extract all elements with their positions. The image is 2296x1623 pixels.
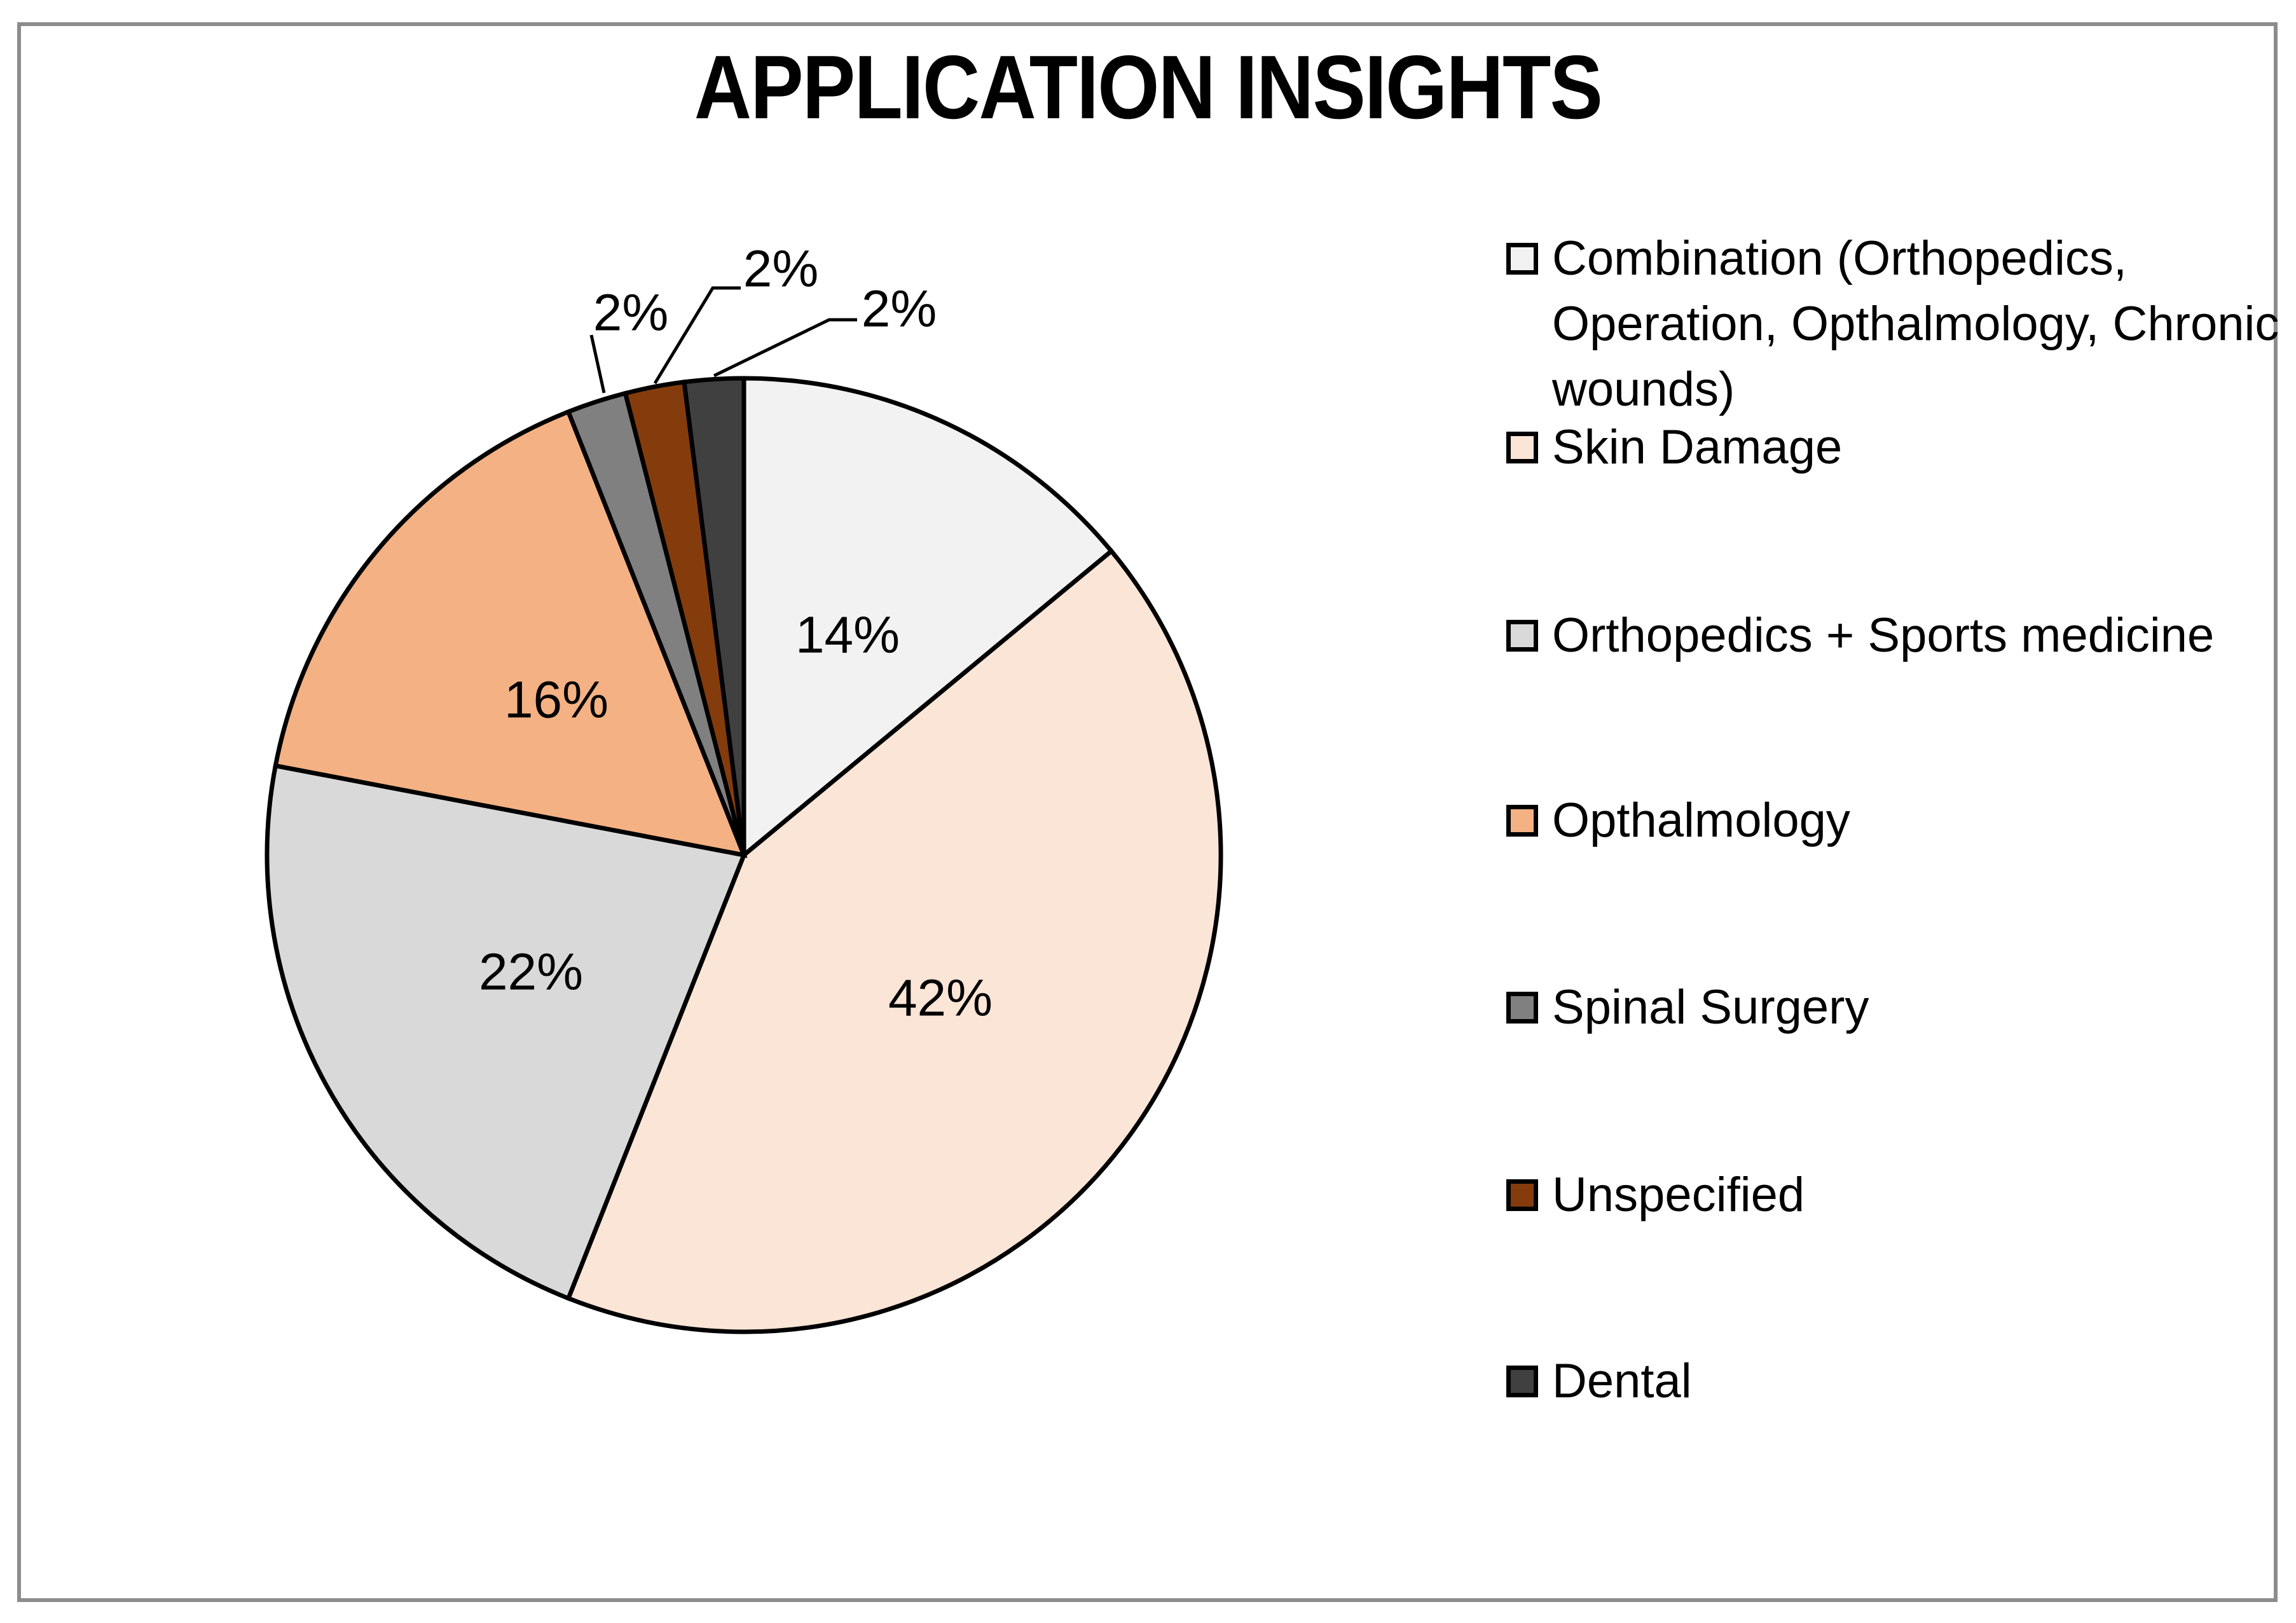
percent-label-spinal-surgery: 2%	[593, 284, 669, 342]
leader-line-unspecified	[653, 286, 741, 385]
percent-label-orthopedics-sports-medicine: 22%	[479, 943, 583, 1001]
percent-label-dental: 2%	[862, 280, 937, 338]
pie-slice-orthopedics-sports-medicine	[265, 763, 747, 1301]
chart-border-frame	[17, 22, 2278, 1602]
percent-label-combination-orthopedics-operation-opthalmology-chronic-wounds: 14%	[795, 606, 900, 664]
percent-label-unspecified: 2%	[743, 240, 819, 298]
pie-slice-combination-orthopedics-operation-opthalmology-chronic-wounds	[741, 376, 1115, 860]
pie-slice-skin-damage	[565, 547, 1223, 1334]
percent-label-opthalmology: 16%	[504, 671, 608, 729]
percent-label-skin-damage: 42%	[888, 969, 993, 1027]
pie-slice-opthalmology	[273, 409, 748, 858]
pie-slice-dental	[682, 376, 746, 856]
chart-title: APPLICATION INSIGHTS	[694, 37, 1603, 138]
leader-line-spinal-surgery	[589, 334, 606, 394]
leader-line-dental	[713, 318, 857, 378]
